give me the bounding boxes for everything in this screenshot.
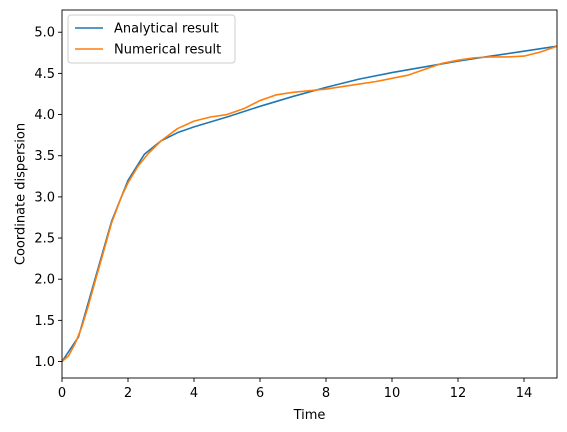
y-axis-label: Coordinate dispersion: [14, 123, 29, 265]
y-tick-label: 4.0: [34, 108, 55, 123]
legend-label-1: Analytical result: [114, 22, 219, 37]
x-tick-label: 12: [450, 386, 467, 401]
x-tick-label: 6: [256, 386, 264, 401]
x-tick-label: 2: [124, 386, 132, 401]
legend: Analytical result Numerical result: [67, 14, 236, 64]
x-axis-label: Time: [293, 408, 326, 423]
legend-box: [67, 14, 236, 64]
x-tick-label: 8: [322, 386, 330, 401]
plot-area: [62, 45, 557, 363]
axes: 0 2 4 6 8 10 12 14 1.0 1.5 2.0 2.5 3.0 3.5 4.0 4.5 5.0: [34, 9, 558, 401]
y-tick-label: 3.0: [34, 190, 55, 205]
x-tick-label: 4: [190, 386, 198, 401]
y-tick-label: 2.5: [34, 232, 55, 247]
y-tick-label: 5.0: [34, 26, 55, 41]
legend-label-2: Numerical result: [114, 43, 221, 58]
x-tick-label: 10: [384, 386, 401, 401]
y-tick-label: 1.0: [34, 355, 55, 370]
x-tick-label: 0: [58, 386, 66, 401]
series-line-1: [62, 45, 557, 363]
y-tick-label: 1.5: [34, 314, 55, 329]
y-tick-label: 2.0: [34, 273, 55, 288]
axes-frame: [61, 9, 558, 379]
series-line-2: [62, 45, 557, 363]
y-tick-label: 3.5: [34, 149, 55, 164]
y-tick-label: 4.5: [34, 67, 55, 82]
x-tick-label: 14: [516, 386, 533, 401]
